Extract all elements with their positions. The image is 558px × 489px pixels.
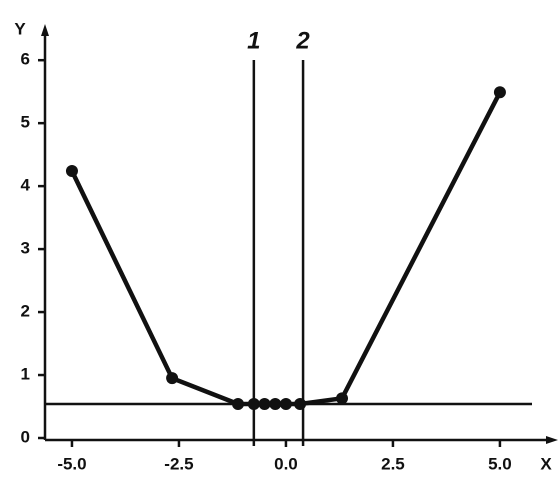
y-tick-label: 5 (21, 113, 30, 132)
x-tick-label: 0.0 (274, 454, 298, 473)
vertical-line-label: 2 (295, 27, 310, 54)
x-tick-label: -2.5 (164, 454, 193, 473)
data-point (232, 397, 245, 410)
x-tick-label: 5.0 (488, 454, 512, 473)
data-point (166, 372, 179, 385)
data-line (69, 91, 502, 407)
y-tick-label: 3 (21, 239, 30, 258)
y-axis-arrow (41, 24, 49, 36)
x-tick-label: 2.5 (381, 454, 405, 473)
x-tick-label: -5.0 (57, 454, 86, 473)
data-point (65, 165, 78, 178)
data-point (269, 397, 282, 410)
y-tick-label: 2 (21, 302, 30, 321)
y-tick-label: 4 (21, 176, 31, 195)
y-axis-label: Y (14, 19, 26, 38)
x-axis-label: X (540, 454, 552, 473)
y-tick-label: 1 (21, 365, 30, 384)
data-point (279, 397, 292, 410)
data-point (294, 397, 307, 410)
y-tick-label: 0 (21, 427, 30, 446)
data-point (493, 86, 506, 99)
x-axis-arrow (546, 436, 558, 444)
data-point (258, 397, 271, 410)
y-tick-label: 6 (21, 50, 30, 69)
data-point (247, 397, 260, 410)
vertical-line-label: 1 (247, 27, 260, 54)
data-point (336, 392, 349, 405)
